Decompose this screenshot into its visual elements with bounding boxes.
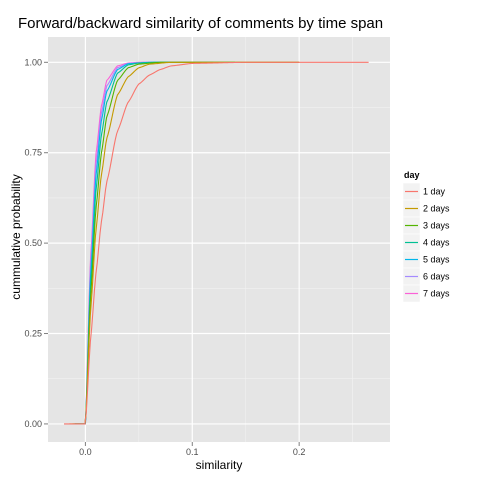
x-tick-label: 0.1 [186, 447, 199, 457]
series-lines [64, 61, 369, 425]
minor-gridlines [48, 37, 390, 442]
chart-title: Forward/backward similarity of comments … [18, 15, 383, 32]
legend-entry-label: 6 days [423, 272, 450, 282]
legend-entry-label: 5 days [423, 255, 450, 265]
legend-entry-label: 2 days [423, 204, 450, 214]
y-tick-label: 0.25 [24, 329, 42, 339]
y-axis-label: cummulative probability [9, 174, 23, 299]
legend-title: day [404, 170, 420, 180]
series-line-1-day [64, 61, 369, 425]
y-tick-label: 0.00 [24, 419, 42, 429]
legend-entry-label: 4 days [423, 238, 450, 248]
legend: day 1 day 2 days 3 days 4 days 5 days 6 days 7… [402, 170, 450, 303]
x-tick-label: 0.2 [293, 447, 306, 457]
plot-panel [48, 37, 390, 442]
legend-entry-label: 1 day [423, 187, 446, 197]
x-axis-ticks: 0.0 0.1 0.2 [79, 442, 305, 457]
y-axis-ticks: 0.00 0.25 0.50 0.75 1.00 [24, 57, 48, 429]
x-tick-label: 0.0 [79, 447, 92, 457]
legend-entry-label: 7 days [423, 289, 450, 299]
y-tick-label: 1.00 [24, 57, 42, 67]
legend-entry-label: 3 days [423, 221, 450, 231]
y-tick-label: 0.50 [24, 238, 42, 248]
y-tick-label: 0.75 [24, 148, 42, 158]
x-axis-label: similarity [196, 458, 243, 472]
